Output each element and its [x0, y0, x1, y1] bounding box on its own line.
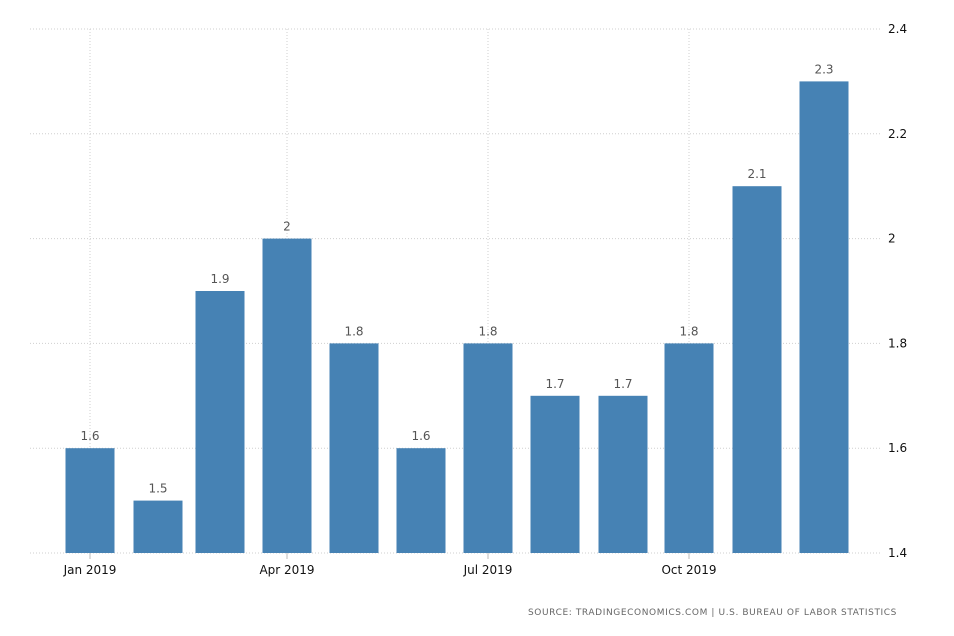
data-label: 2.1	[747, 167, 766, 181]
x-tick-label: Oct 2019	[661, 563, 716, 577]
bar	[463, 343, 513, 553]
data-label: 1.7	[613, 377, 632, 391]
x-tick-label: Apr 2019	[259, 563, 314, 577]
data-label: 1.7	[545, 377, 564, 391]
bar	[65, 448, 115, 553]
bar	[133, 500, 183, 553]
source-note: SOURCE: TRADINGECONOMICS.COM | U.S. BURE…	[528, 608, 897, 618]
y-tick-label: 2	[888, 232, 896, 246]
bar	[664, 343, 714, 553]
y-tick-label: 1.6	[888, 441, 907, 455]
bar	[262, 238, 312, 553]
data-label: 2.3	[814, 62, 833, 76]
data-label: 1.8	[679, 324, 698, 338]
data-label: 1.9	[210, 272, 229, 286]
data-label: 1.5	[148, 482, 167, 496]
bar	[329, 343, 379, 553]
y-tick-label: 1.4	[888, 546, 907, 560]
bar	[732, 186, 782, 553]
bar	[598, 395, 648, 553]
y-tick-label: 1.8	[888, 336, 907, 350]
bar	[799, 81, 849, 554]
data-label: 1.6	[411, 429, 430, 443]
y-tick-label: 2.2	[888, 127, 907, 141]
data-label: 1.6	[80, 429, 99, 443]
bar-layer	[65, 81, 849, 554]
bar	[530, 395, 580, 553]
data-label: 1.8	[478, 324, 497, 338]
data-label: 1.8	[344, 324, 363, 338]
bar	[195, 291, 245, 553]
data-label: 2	[283, 220, 291, 234]
label-layer: 1.4 1.6 1.8 2 2.2 2.4 Jan 2019 Apr 2019 Jul 2019…	[63, 22, 908, 577]
x-tick-label: Jul 2019	[463, 563, 513, 577]
bar	[396, 448, 446, 553]
y-tick-label: 2.4	[888, 22, 907, 36]
x-tick-label: Jan 2019	[63, 563, 117, 577]
